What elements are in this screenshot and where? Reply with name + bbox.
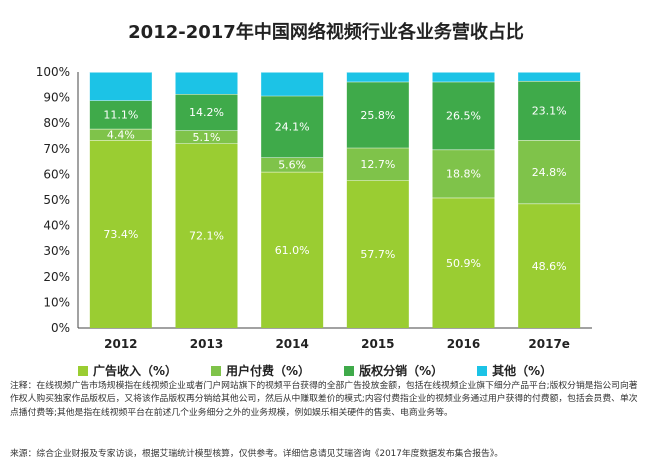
- y-tick-label: 40%: [43, 219, 70, 233]
- bar-segment: [89, 128, 152, 141]
- bar-segment: [518, 203, 581, 328]
- bar-segment: [432, 197, 495, 328]
- data-label: 12.7%: [360, 158, 395, 171]
- data-label: 73.4%: [103, 228, 138, 241]
- chart-source: 来源：综合企业财报及专家访谈，根据艾瑞统计模型核算，仅供参考。详细信息请见艾瑞咨…: [10, 449, 504, 459]
- bar-segment: [175, 94, 238, 131]
- x-tick-label: 2017e: [528, 337, 570, 351]
- bar-segment: [518, 140, 581, 204]
- bar-segment: [89, 72, 152, 101]
- chart-note: 注释：在线视频广告市场规模指在线视频企业或者门户网站旗下的视频平台获得的全部广告…: [10, 381, 638, 418]
- data-label: 14.2%: [189, 106, 224, 119]
- data-label: 24.8%: [532, 166, 567, 179]
- legend-item: 用户付费（%）: [211, 362, 310, 379]
- bar-segment: [518, 80, 581, 141]
- bar-segment: [175, 143, 238, 328]
- legend-swatch: [477, 365, 488, 376]
- legend-label: 用户付费（%）: [226, 364, 311, 378]
- data-label: 48.6%: [532, 260, 567, 273]
- y-tick-label: 90%: [43, 91, 70, 105]
- bar-segment: [346, 72, 409, 82]
- bar-segment: [432, 72, 495, 82]
- stacked-bar-chart: 0% 10% 20% 30% 40% 50% 60% 70% 80% 90% 100% 73.4% 4.…: [36, 65, 592, 351]
- data-label: 50.9%: [446, 257, 481, 270]
- bar-segment: [89, 140, 152, 328]
- data-label: 61.0%: [275, 244, 310, 257]
- legend-swatch: [211, 365, 222, 376]
- chart-title: 2012-2017年中国网络视频行业各业务营收占比: [128, 22, 524, 43]
- legend-label: 广告收入（%）: [93, 364, 178, 378]
- chart-legend: 广告收入（%） 用户付费（%） 版权分销（%） 其他（%）: [78, 362, 586, 379]
- bar-segment: [261, 72, 324, 96]
- y-tick-label: 60%: [43, 167, 70, 181]
- bar-segment: [346, 180, 409, 328]
- data-label: 11.1%: [103, 109, 138, 122]
- legend-swatch: [344, 365, 355, 376]
- x-tick-label: 2015: [361, 337, 394, 351]
- bar-segment: [432, 149, 495, 198]
- data-label: 25.8%: [360, 109, 395, 122]
- bar-segment: [89, 100, 152, 129]
- x-tick-label: 2013: [190, 337, 223, 351]
- x-tick-label: 2012: [104, 337, 137, 351]
- y-tick-label: 0%: [51, 321, 70, 335]
- y-tick-label: 70%: [43, 142, 70, 156]
- bar-segment: [175, 72, 238, 95]
- y-tick-label: 30%: [43, 244, 70, 258]
- bar-segment: [261, 157, 324, 172]
- legend-item: 版权分销（%）: [344, 362, 443, 379]
- bar-segment: [346, 147, 409, 181]
- y-tick-label: 50%: [43, 193, 70, 207]
- legend-label: 版权分销（%）: [359, 364, 444, 378]
- legend-item: 其他（%）: [477, 362, 552, 379]
- bar-segment: [261, 171, 324, 328]
- legend-swatch: [78, 365, 88, 376]
- data-label: 23.1%: [532, 105, 567, 118]
- data-label: 5.6%: [278, 159, 306, 172]
- legend-item: 广告收入（%）: [78, 362, 177, 379]
- bar-segment: [346, 81, 409, 148]
- data-label: 18.8%: [446, 168, 481, 181]
- y-tick-label: 100%: [36, 65, 70, 79]
- data-label: 4.4%: [107, 128, 135, 141]
- data-label: 57.7%: [360, 248, 395, 261]
- y-tick-label: 20%: [43, 270, 70, 284]
- data-label: 72.1%: [189, 230, 224, 243]
- bar-segment: [432, 81, 495, 150]
- data-label: 26.5%: [446, 110, 481, 123]
- data-label: 5.1%: [193, 131, 221, 144]
- data-label: 24.1%: [275, 121, 310, 134]
- x-tick-label: 2016: [447, 337, 480, 351]
- legend-label: 其他（%）: [492, 364, 553, 378]
- bar-segment: [261, 95, 324, 158]
- y-tick-label: 80%: [43, 116, 70, 130]
- bar-segment: [175, 130, 238, 144]
- bar-segment: [518, 72, 581, 81]
- y-tick-label: 10%: [43, 295, 70, 309]
- x-tick-label: 2014: [275, 337, 308, 351]
